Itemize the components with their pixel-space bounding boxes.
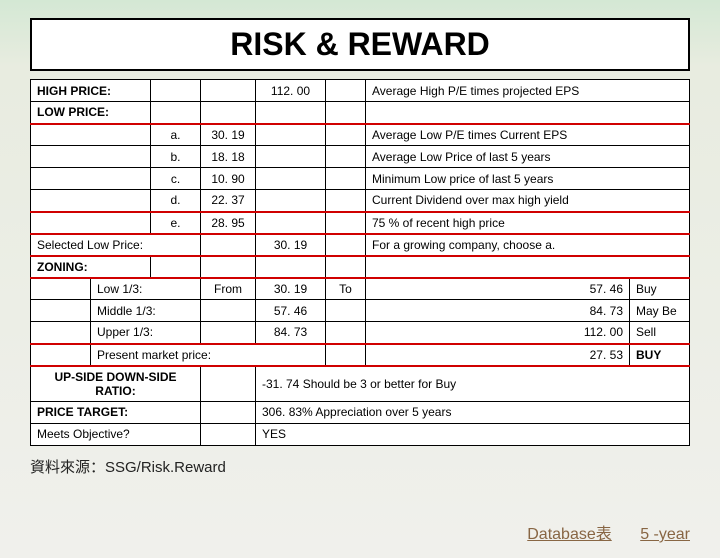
desc-c: Minimum Low price of last 5 years: [366, 168, 690, 190]
high-price-value: 112. 00: [256, 80, 326, 102]
low13-label: Low 1/3:: [91, 278, 201, 300]
meets-label: Meets Objective?: [31, 423, 201, 445]
up13-v1: 84. 73: [256, 322, 326, 344]
value-d: 22. 37: [201, 190, 256, 212]
target-row: PRICE TARGET: 306. 83% Appreciation over…: [31, 401, 690, 423]
zoning-header-row: ZONING:: [31, 256, 690, 278]
row-b: b. 18. 18 Average Low Price of last 5 ye…: [31, 146, 690, 168]
selected-value: 30. 19: [256, 234, 326, 256]
low13-from: From: [201, 278, 256, 300]
mid-third-row: Middle 1/3: 57. 46 84. 73 May Be: [31, 300, 690, 322]
five-year-link[interactable]: 5 -year: [640, 526, 690, 543]
database-link[interactable]: Database表: [527, 526, 612, 543]
desc-a: Average Low P/E times Current EPS: [366, 124, 690, 146]
upside-desc: -31. 74 Should be 3 or better for Buy: [256, 366, 690, 402]
pmp-v2: 27. 53: [366, 344, 630, 366]
upside-label: UP-SIDE DOWN-SIDE RATIO:: [31, 366, 201, 402]
desc-d: Current Dividend over max high yield: [366, 190, 690, 212]
low13-act: Buy: [630, 278, 690, 300]
high-price-row: HIGH PRICE: 112. 00 Average High P/E tim…: [31, 80, 690, 102]
low-price-label: LOW PRICE:: [31, 102, 151, 124]
pmp-act: BUY: [630, 344, 690, 366]
up13-v2: 112. 00: [366, 322, 630, 344]
present-market-row: Present market price: 27. 53 BUY: [31, 344, 690, 366]
selected-label: Selected Low Price:: [31, 234, 201, 256]
value-b: 18. 18: [201, 146, 256, 168]
mid13-v1: 57. 46: [256, 300, 326, 322]
value-e: 28. 95: [201, 212, 256, 234]
pmp-label: Present market price:: [91, 344, 326, 366]
bottom-links: Database表 5 -year: [503, 520, 690, 544]
upside-row: UP-SIDE DOWN-SIDE RATIO: -31. 74 Should …: [31, 366, 690, 402]
desc-b: Average Low Price of last 5 years: [366, 146, 690, 168]
risk-reward-table: HIGH PRICE: 112. 00 Average High P/E tim…: [30, 79, 690, 446]
meets-desc: YES: [256, 423, 690, 445]
low13-to: To: [326, 278, 366, 300]
high-price-desc: Average High P/E times projected EPS: [366, 80, 690, 102]
selected-row: Selected Low Price: 30. 19 For a growing…: [31, 234, 690, 256]
desc-e: 75 % of recent high price: [366, 212, 690, 234]
value-a: 30. 19: [201, 124, 256, 146]
row-d: d. 22. 37 Current Dividend over max high…: [31, 190, 690, 212]
value-c: 10. 90: [201, 168, 256, 190]
target-desc: 306. 83% Appreciation over 5 years: [256, 401, 690, 423]
mid13-label: Middle 1/3:: [91, 300, 201, 322]
selected-desc: For a growing company, choose a.: [366, 234, 690, 256]
letter-b: b.: [151, 146, 201, 168]
up13-label: Upper 1/3:: [91, 322, 201, 344]
low-price-row: LOW PRICE:: [31, 102, 690, 124]
row-e: e. 28. 95 75 % of recent high price: [31, 212, 690, 234]
up-third-row: Upper 1/3: 84. 73 112. 00 Sell: [31, 322, 690, 344]
row-c: c. 10. 90 Minimum Low price of last 5 ye…: [31, 168, 690, 190]
up13-act: Sell: [630, 322, 690, 344]
mid13-v2: 84. 73: [366, 300, 630, 322]
low-third-row: Low 1/3: From 30. 19 To 57. 46 Buy: [31, 278, 690, 300]
mid13-act: May Be: [630, 300, 690, 322]
letter-d: d.: [151, 190, 201, 212]
page-title: RISK & REWARD: [30, 18, 690, 71]
letter-e: e.: [151, 212, 201, 234]
target-label: PRICE TARGET:: [31, 401, 201, 423]
meets-row: Meets Objective? YES: [31, 423, 690, 445]
high-price-label: HIGH PRICE:: [31, 80, 151, 102]
letter-c: c.: [151, 168, 201, 190]
letter-a: a.: [151, 124, 201, 146]
source-text: 資料來源：SSG/Risk.Reward: [30, 456, 690, 477]
row-a: a. 30. 19 Average Low P/E times Current …: [31, 124, 690, 146]
zoning-label: ZONING:: [31, 256, 151, 278]
low13-v2: 57. 46: [366, 278, 630, 300]
low13-v1: 30. 19: [256, 278, 326, 300]
